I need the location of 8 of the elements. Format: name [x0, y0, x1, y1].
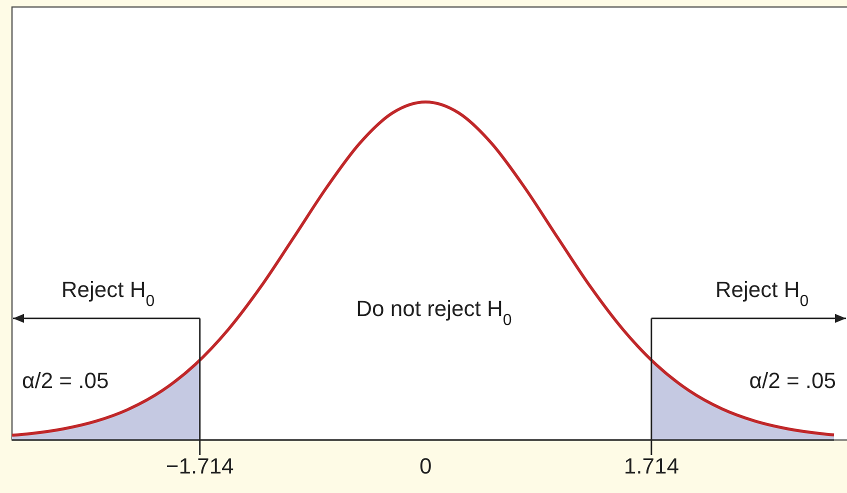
annotation: α/2 = .05 [749, 368, 836, 393]
annotation: Reject H$_{0}$ [715, 277, 809, 310]
x-tick-label: 0 [420, 454, 432, 479]
annotation: Do not reject H$_{0}$ [356, 296, 512, 328]
annotation: Reject H$_{0}$ [61, 277, 155, 310]
annotation: α/2 = .05 [22, 368, 109, 393]
x-tick-label: 1.714 [624, 454, 679, 479]
x-tick-label: −1.714 [166, 454, 234, 479]
